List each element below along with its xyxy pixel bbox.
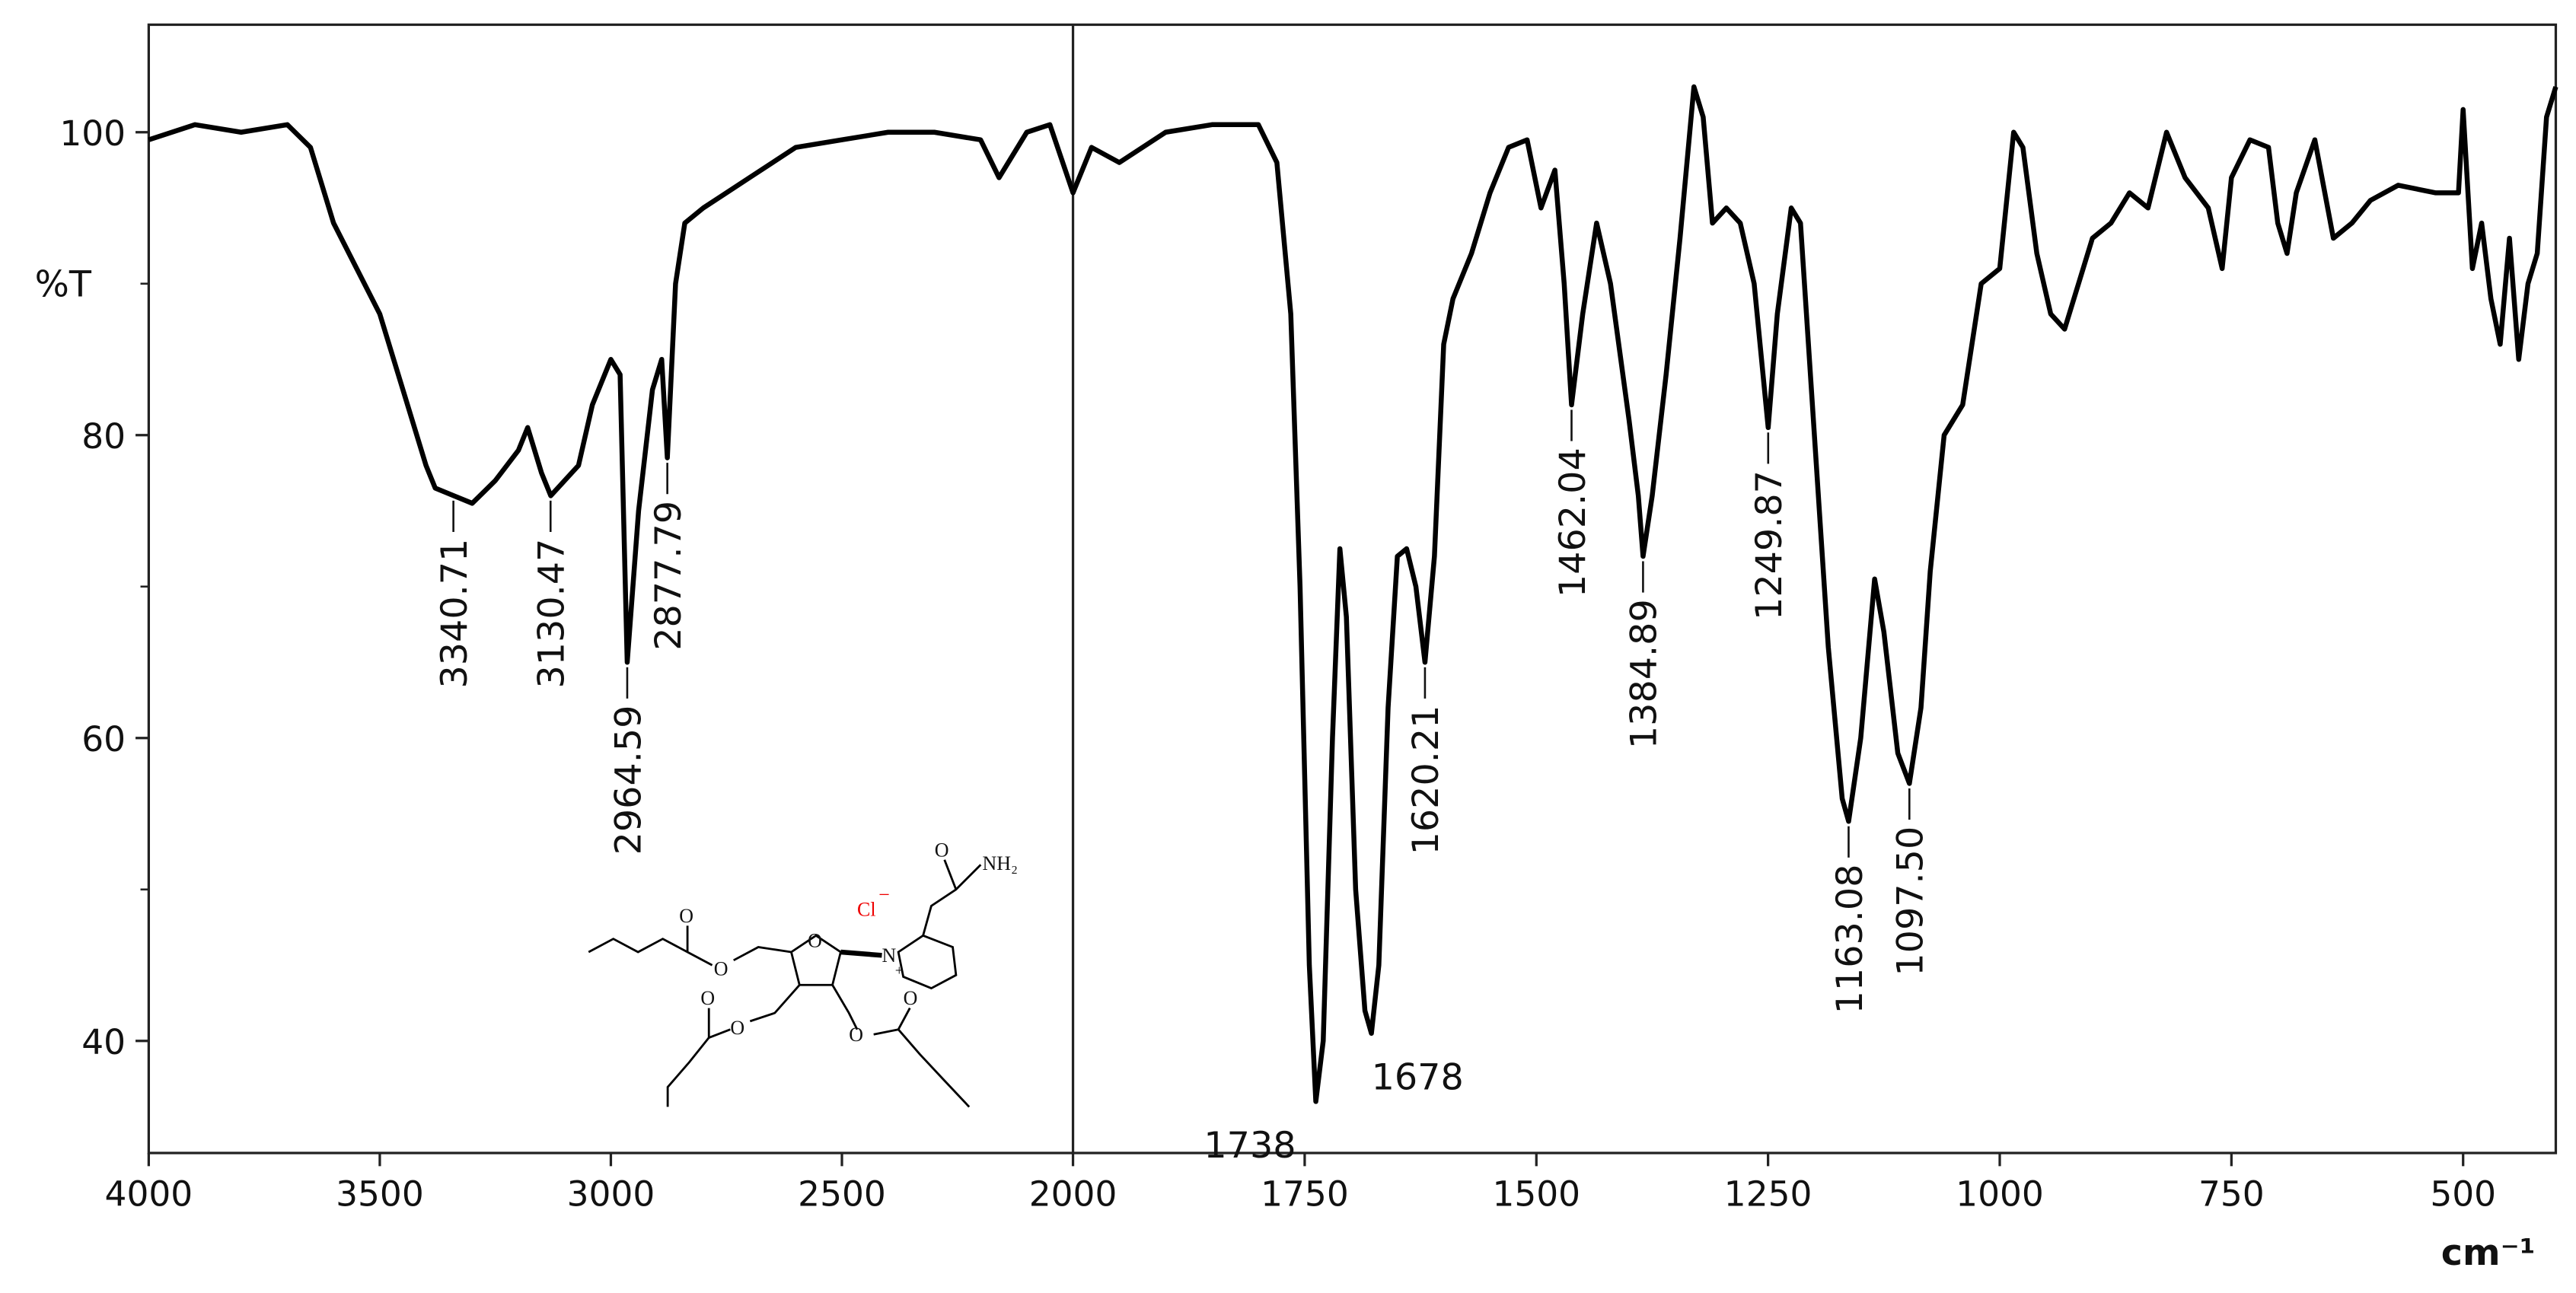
annotation-label: 1384.89 <box>1624 599 1666 749</box>
charge: − <box>878 884 890 906</box>
annotation-label: 1678 <box>1372 1056 1464 1098</box>
atom: O <box>700 987 715 1009</box>
bond <box>831 984 859 1030</box>
annotation-label: 1620.21 <box>1405 705 1447 855</box>
x-tick-label: 500 <box>2430 1174 2496 1214</box>
bond <box>588 938 688 954</box>
bond <box>733 946 792 962</box>
bond <box>897 1028 971 1108</box>
charge: + <box>895 963 904 979</box>
annotation-label: 1738 <box>1204 1125 1296 1167</box>
annotation-label: 3340.71 <box>434 539 476 689</box>
y-tick-label: 100 <box>59 113 126 154</box>
atom: O <box>808 929 822 951</box>
x-tick-label: 4000 <box>105 1174 193 1214</box>
bond <box>943 859 958 890</box>
y-tick-label: 40 <box>81 1022 126 1062</box>
x-tick-label: 2500 <box>798 1174 886 1214</box>
bond <box>687 951 713 967</box>
x-tick-label: 2000 <box>1029 1174 1117 1214</box>
annotation-label: 1249.87 <box>1749 470 1790 620</box>
annotation-label: 1097.50 <box>1890 826 1932 976</box>
y-axis-label: %T <box>35 264 92 306</box>
plot-frame <box>147 23 2558 1154</box>
x-tick-label: 1000 <box>1956 1174 2044 1214</box>
x-tick-label: 750 <box>2198 1174 2265 1214</box>
spectrum-line <box>148 84 2558 1104</box>
structure <box>588 859 982 1108</box>
x-tick-label: 1750 <box>1261 1174 1349 1214</box>
atom: O <box>849 1024 863 1046</box>
atom: N <box>882 944 896 967</box>
y-tick-label: 80 <box>81 416 126 457</box>
atom: O <box>935 839 949 861</box>
atom: Cl <box>857 898 876 920</box>
annotation-label: 3130.47 <box>531 539 573 689</box>
x-tick-label: 3000 <box>567 1174 655 1214</box>
ring <box>897 934 958 990</box>
x-tick-label: 1500 <box>1492 1174 1580 1214</box>
bond <box>840 949 882 958</box>
x-tick-label: 3500 <box>336 1174 424 1214</box>
annotation-label: 2877.79 <box>648 501 690 651</box>
atom: O <box>714 957 728 979</box>
bond <box>707 1008 731 1040</box>
y-tick-label: 60 <box>81 719 126 760</box>
annotation-label: 2964.59 <box>607 705 649 855</box>
bond <box>873 1007 911 1036</box>
bond <box>749 984 801 1023</box>
atom: O <box>904 987 918 1009</box>
atom: NH₂ <box>983 852 1019 874</box>
atom: O <box>730 1017 744 1039</box>
structure-labels: O O O O O O O O N Cl − NH₂ + <box>679 839 1018 1045</box>
annotation-label: 1462.04 <box>1552 447 1594 597</box>
bond <box>666 1037 710 1107</box>
ring <box>789 934 842 986</box>
annotation-label: 1163.08 <box>1829 864 1871 1014</box>
x-axis-label: cm⁻¹ <box>2441 1232 2536 1274</box>
bond <box>922 864 982 936</box>
atom: O <box>679 905 693 927</box>
x-tick-label: 1250 <box>1724 1174 1812 1214</box>
